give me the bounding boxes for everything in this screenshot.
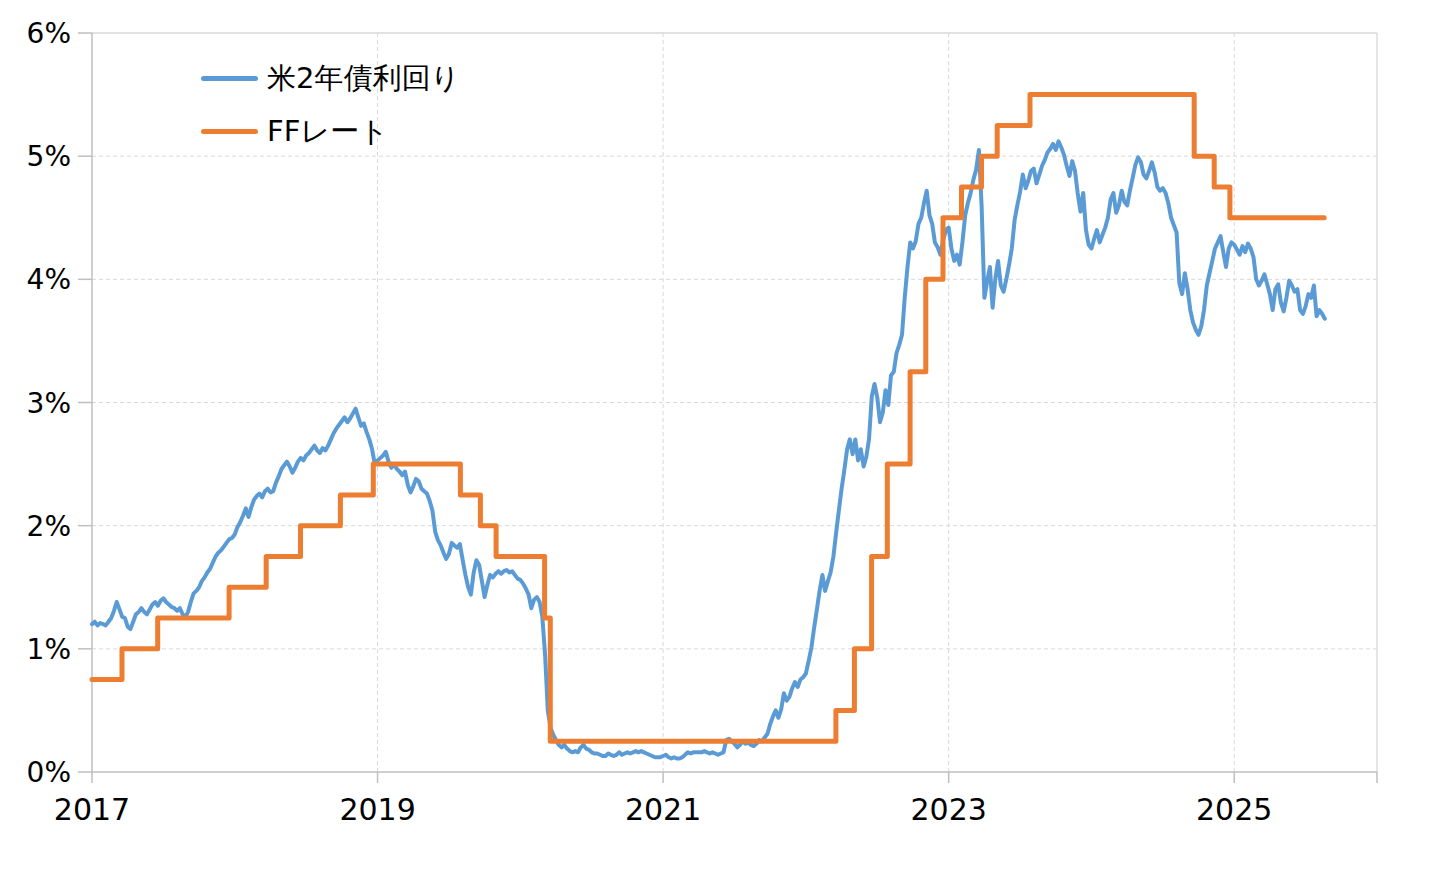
y-tick-label: 4%: [27, 263, 71, 296]
x-tick-label: 2017: [54, 792, 130, 827]
legend-item-ff-rate: FFレート: [201, 114, 460, 148]
legend-line-swatch-ff-rate: [201, 129, 258, 134]
x-tick-label: 2021: [625, 792, 701, 827]
legend-item-us-2y-yield: 米2年債利回り: [201, 61, 460, 95]
y-tick-label: 1%: [27, 633, 71, 666]
legend-line-swatch-us-2y: [201, 76, 258, 81]
x-tick-label: 2019: [339, 792, 415, 827]
y-tick-label: 0%: [27, 756, 71, 789]
legend-label-ff-rate: FFレート: [267, 114, 389, 148]
legend-label-us-2y: 米2年債利回り: [267, 61, 460, 95]
y-tick-label: 3%: [27, 387, 71, 420]
y-tick-label: 2%: [27, 510, 71, 543]
series-line-us-2y-yield: [92, 141, 1325, 758]
x-tick-label: 2023: [910, 792, 986, 827]
y-tick-label: 5%: [27, 140, 71, 173]
x-tick-label: 2025: [1196, 792, 1272, 827]
chart-area: 0% 1% 2% 3% 4% 5% 6% 2017 2019 2021 2023 2025 米2年債利…: [0, 0, 1456, 869]
series-line-ff-rate: [92, 95, 1324, 742]
legend: 米2年債利回り FFレート: [201, 61, 460, 148]
y-tick-label: 6%: [27, 17, 71, 50]
